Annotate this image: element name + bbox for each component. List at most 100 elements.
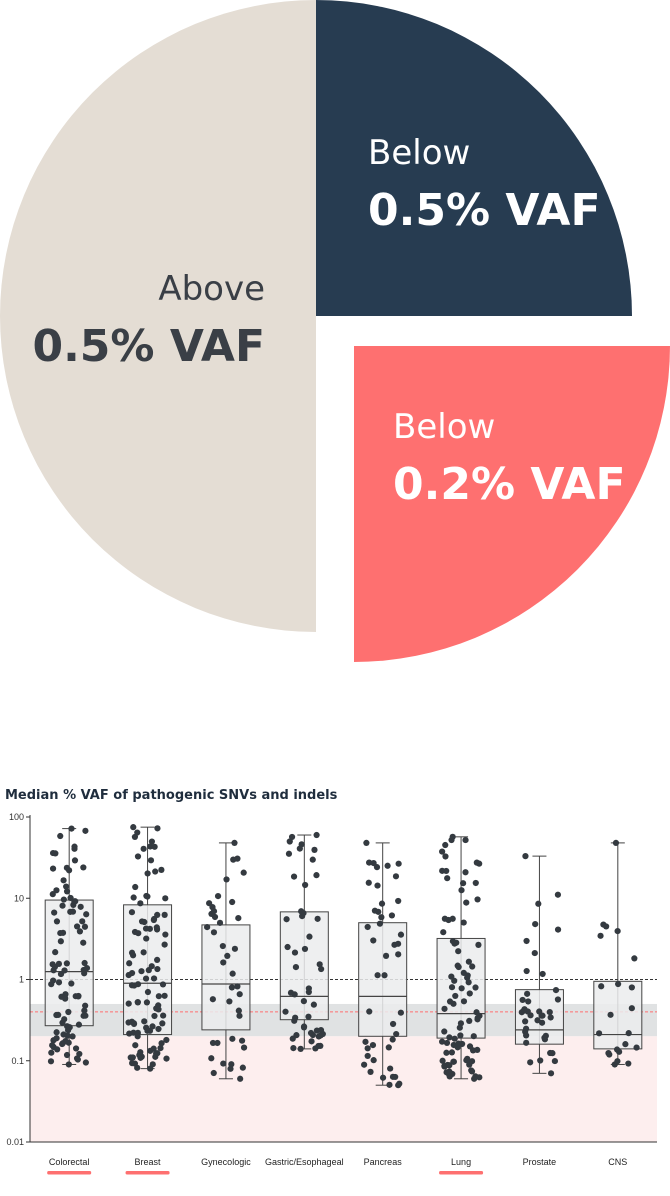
data-point (385, 1044, 392, 1051)
data-point (446, 1034, 453, 1041)
data-point (153, 926, 161, 933)
data-point (74, 1056, 81, 1063)
data-point (49, 865, 57, 872)
data-point (238, 1037, 246, 1044)
data-point (61, 994, 69, 1001)
data-point (454, 962, 461, 969)
category-label: Gastric/Esophageal (265, 1157, 344, 1167)
data-point (146, 925, 153, 932)
data-point (468, 1058, 476, 1065)
data-point (379, 1074, 387, 1081)
data-point (162, 931, 169, 938)
data-point (448, 973, 455, 980)
data-point (159, 1020, 166, 1027)
data-point (158, 866, 165, 873)
data-point (69, 1033, 76, 1040)
shaded-band (30, 1036, 657, 1142)
data-point (366, 859, 373, 866)
data-point (462, 836, 469, 844)
data-point (386, 1081, 393, 1088)
data-point (161, 941, 168, 948)
data-point (522, 1018, 529, 1025)
data-point (450, 1041, 457, 1049)
data-point (234, 983, 241, 990)
data-point (67, 894, 74, 902)
data-point (441, 1005, 448, 1012)
data-point (214, 1039, 221, 1047)
data-point (316, 961, 323, 968)
data-point (395, 951, 402, 958)
vaf-pie-chart: Below 0.5% VAF Below 0.2% VAF Above 0.5% VAF (0, 0, 670, 662)
data-point (154, 825, 161, 832)
data-point (523, 1039, 530, 1046)
data-point (49, 891, 56, 898)
data-point (374, 972, 381, 979)
data-point (134, 853, 142, 860)
data-point (527, 1059, 534, 1066)
data-point (65, 1008, 72, 1016)
data-point (628, 1005, 635, 1012)
data-point (150, 1045, 157, 1052)
data-point (73, 923, 81, 930)
data-point (448, 984, 456, 991)
data-point (522, 853, 529, 860)
data-point (389, 1036, 396, 1043)
data-point (614, 927, 621, 935)
data-point (134, 829, 141, 836)
data-point (382, 952, 390, 959)
data-point (531, 949, 538, 957)
data-point (209, 996, 216, 1003)
box-iqr (593, 980, 643, 1050)
data-point (63, 888, 71, 895)
data-point (144, 870, 151, 877)
data-point (615, 980, 622, 988)
data-point (538, 1019, 546, 1026)
data-point (82, 1012, 89, 1019)
data-point (57, 832, 64, 840)
data-point (297, 1045, 304, 1052)
data-point (291, 1017, 298, 1024)
data-point (384, 862, 391, 869)
data-point (378, 914, 385, 921)
pie-slice-value-label: 0.5% VAF (368, 185, 601, 236)
data-point (525, 998, 532, 1005)
data-point (289, 1035, 296, 1042)
data-point (158, 1040, 165, 1047)
data-point (549, 1050, 556, 1057)
data-point (595, 1030, 603, 1037)
data-point (228, 1061, 235, 1068)
data-point (365, 879, 372, 886)
data-point (224, 952, 231, 960)
data-point (128, 909, 136, 916)
data-point (448, 836, 455, 844)
data-point (63, 883, 70, 890)
data-point (613, 1046, 621, 1053)
data-point (163, 1036, 170, 1044)
data-point (53, 1029, 60, 1036)
data-point (144, 988, 152, 996)
data-point (547, 1070, 555, 1077)
data-point (468, 1068, 476, 1075)
category-label: Breast (135, 1157, 162, 1167)
data-point (129, 1054, 136, 1061)
data-point (163, 1055, 170, 1062)
pie-slice-value-label: 0.2% VAF (393, 459, 626, 510)
data-point (313, 1027, 320, 1034)
data-point (317, 1032, 324, 1039)
data-point (152, 868, 159, 875)
data-point (148, 838, 156, 845)
data-point (546, 1009, 553, 1016)
data-point (60, 896, 67, 903)
box-iqr (201, 924, 251, 1031)
data-point (364, 1052, 371, 1060)
data-point (161, 992, 168, 999)
data-point (129, 1060, 136, 1067)
data-point (220, 1060, 227, 1067)
data-point (147, 857, 155, 864)
data-point (231, 839, 238, 846)
data-point (541, 1034, 548, 1041)
data-point (535, 900, 542, 907)
data-point (229, 1035, 236, 1042)
data-point (146, 1027, 154, 1034)
data-point (75, 1021, 83, 1028)
